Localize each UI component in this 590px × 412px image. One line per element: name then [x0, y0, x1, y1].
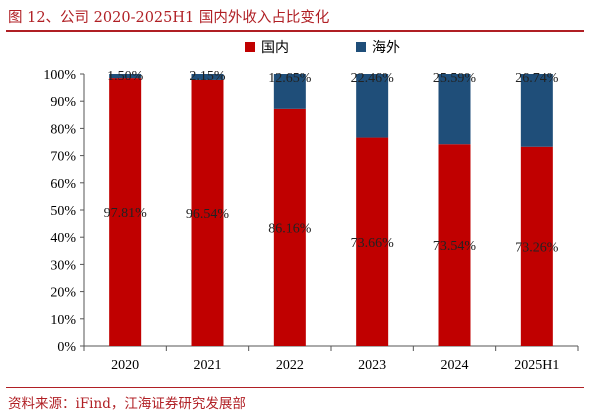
- y-tick-label: 20%: [50, 286, 76, 301]
- y-tick-label: 60%: [50, 177, 76, 192]
- bar-overseas-2024: [438, 74, 471, 145]
- data-label-domestic: 73.66%: [351, 236, 395, 251]
- bar-overseas-2021: [191, 74, 224, 80]
- legend-swatch-overseas: [356, 42, 366, 52]
- data-label-domestic: 86.16%: [268, 221, 312, 236]
- source-note: 资料来源：iFind，江海证券研究发展部: [8, 396, 246, 412]
- x-tick-label: 2023: [358, 358, 386, 373]
- y-tick-label: 30%: [50, 258, 76, 273]
- bar-overseas-2022: [273, 74, 306, 109]
- data-label-domestic: 97.81%: [104, 206, 148, 221]
- x-tick-label: 2025H1: [514, 358, 559, 373]
- bar-domestic-2024: [438, 144, 471, 346]
- legend-swatch-domestic: [245, 42, 255, 52]
- y-tick-label: 70%: [50, 150, 76, 165]
- legend-label-overseas: 海外: [372, 40, 400, 56]
- figure-title: 图 12、公司 2020-2025H1 国内外收入占比变化: [8, 10, 330, 26]
- y-tick-label: 0%: [57, 340, 76, 355]
- data-label-overseas: 2.15%: [189, 69, 226, 84]
- bar-overseas-2020: [109, 74, 142, 79]
- source-rule: [6, 387, 584, 388]
- y-tick-label: 100%: [43, 68, 76, 83]
- data-label-domestic: 73.26%: [515, 240, 559, 255]
- x-tick-label: 2021: [194, 358, 222, 373]
- y-tick-label: 80%: [50, 122, 76, 137]
- bar-domestic-2020: [109, 78, 142, 347]
- data-label-domestic: 73.54%: [433, 239, 477, 254]
- data-label-overseas: 26.74%: [515, 71, 559, 86]
- bar-domestic-2025h1: [520, 146, 553, 346]
- bar-overseas-2025h1: [520, 74, 553, 147]
- bar-domestic-2023: [356, 137, 389, 346]
- legend-label-domestic: 国内: [261, 40, 289, 56]
- x-tick-label: 2024: [441, 358, 469, 373]
- y-tick-label: 50%: [50, 204, 76, 219]
- data-label-overseas: 22.46%: [351, 71, 395, 86]
- bar-domestic-2021: [191, 79, 224, 346]
- data-label-overseas: 1.50%: [107, 69, 144, 84]
- y-tick-label: 90%: [50, 95, 76, 110]
- y-tick-label: 10%: [50, 313, 76, 328]
- data-label-overseas: 25.59%: [433, 71, 477, 86]
- x-tick-label: 2020: [111, 358, 139, 373]
- x-tick-label: 2022: [276, 358, 304, 373]
- data-label-overseas: 12.65%: [268, 71, 312, 86]
- data-label-domestic: 96.54%: [186, 207, 230, 222]
- title-rule: [6, 30, 584, 32]
- bar-overseas-2023: [356, 74, 389, 138]
- bar-domestic-2022: [273, 108, 306, 346]
- y-tick-label: 40%: [50, 231, 76, 246]
